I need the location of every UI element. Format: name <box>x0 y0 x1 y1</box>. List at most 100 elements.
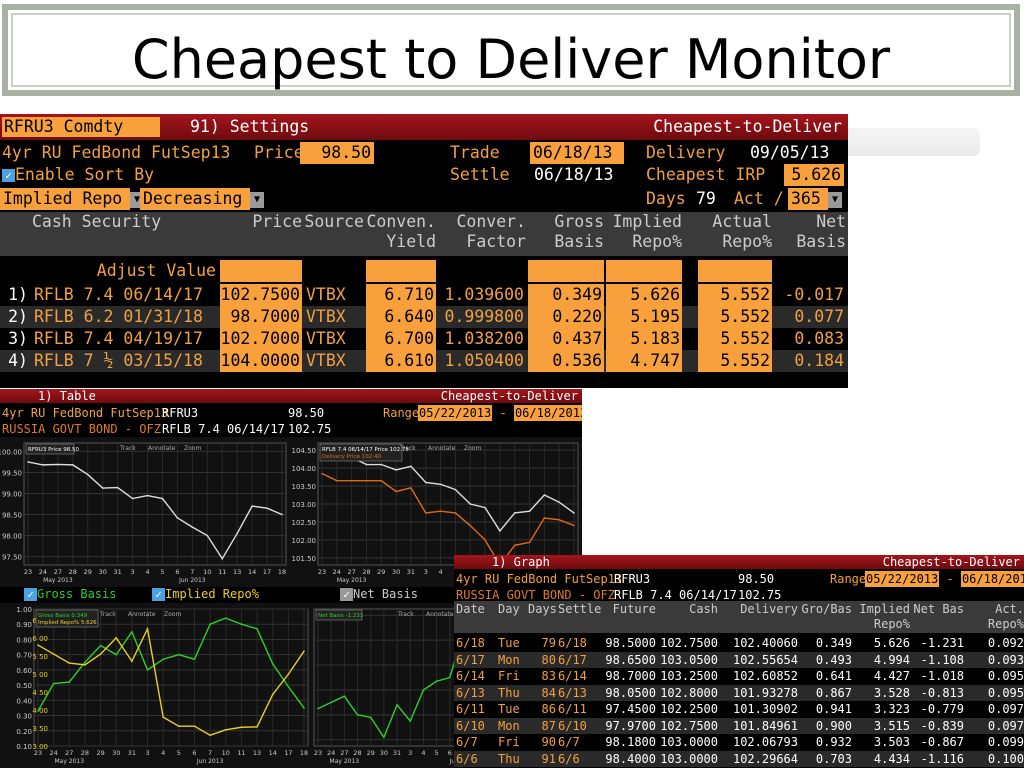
header-actual-repo-1[interactable]: Actual <box>712 212 772 231</box>
table-row[interactable] <box>454 750 1024 767</box>
row-actual[interactable]: 5.552 <box>698 284 772 306</box>
row-yield[interactable]: 6.610 <box>366 350 436 372</box>
series-line-1 <box>37 626 305 736</box>
row-irp[interactable]: 4.747 <box>606 350 682 372</box>
history-header-cell[interactable]: Future <box>612 602 656 616</box>
row-actual[interactable]: 5.552 <box>698 306 772 328</box>
row-gross[interactable]: 0.437 <box>528 328 604 350</box>
act-dropdown[interactable]: 365 ▼ <box>788 188 842 210</box>
row-price[interactable]: 104.0000 <box>220 350 302 372</box>
header-cash-security[interactable]: Cash Security <box>32 212 162 231</box>
adjust-irp-input[interactable] <box>606 260 682 282</box>
row-price[interactable]: 98.7000 <box>220 306 302 328</box>
gp-range-label: Range <box>383 406 420 420</box>
data-point <box>499 530 501 532</box>
graph-tab[interactable]: 1) Graph <box>492 555 550 569</box>
history-header-cell[interactable]: Repo% <box>873 617 910 631</box>
table-tab[interactable]: 1) Table <box>38 389 96 403</box>
trade-date-field[interactable]: 06/18/13 <box>530 142 624 164</box>
header-gross-basis-2[interactable]: Basis <box>554 232 604 251</box>
table-row[interactable] <box>454 684 1024 701</box>
row-actual[interactable]: 5.552 <box>698 350 772 372</box>
header-conv-factor-1[interactable]: Conver. <box>456 212 526 231</box>
header-source[interactable]: Source <box>304 212 364 231</box>
header-net-basis-2[interactable]: Basis <box>796 232 846 251</box>
history-header-cell[interactable]: Implied <box>859 602 910 616</box>
sort-order-dropdown[interactable]: Decreasing ▼ <box>140 188 264 210</box>
history-header-cell[interactable]: Cash <box>689 602 718 616</box>
row-irp[interactable]: 5.626 <box>606 284 682 306</box>
table-row[interactable] <box>454 651 1024 668</box>
row-yield[interactable]: 6.640 <box>366 306 436 328</box>
table-row[interactable] <box>454 701 1024 717</box>
history-header-cell[interactable]: Act. <box>995 602 1024 616</box>
checkbox-checked-icon[interactable]: ✓ <box>152 588 165 601</box>
header-implied-repo-2[interactable]: Repo% <box>632 232 682 251</box>
gp-range-from-value[interactable]: 05/22/2013 <box>418 405 493 421</box>
history-header-cell[interactable]: Settle <box>558 602 602 616</box>
header-gross-basis-1[interactable]: Gross <box>554 212 604 231</box>
row-yield[interactable]: 6.700 <box>366 328 436 350</box>
dropdown-arrow-icon[interactable]: ▼ <box>828 191 842 208</box>
implied-repo-legend[interactable]: ✓ Implied Repo% <box>152 586 259 602</box>
row-price[interactable]: 102.7000 <box>220 328 302 350</box>
sort-field-dropdown[interactable]: Implied Repo ▼ <box>0 188 144 210</box>
header-conv-factor-2[interactable]: Factor <box>466 232 526 251</box>
history-header-cell[interactable]: Gro/Bas <box>801 602 852 616</box>
row-gross[interactable]: 0.349 <box>528 284 604 306</box>
table-row[interactable] <box>454 668 1024 684</box>
header-net-basis-1[interactable]: Net <box>816 212 846 231</box>
row-gross[interactable]: 0.536 <box>528 350 604 372</box>
table-row[interactable] <box>454 717 1024 734</box>
row-price[interactable]: 102.7500 <box>220 284 302 306</box>
table-row[interactable] <box>454 635 1024 651</box>
table-row[interactable] <box>454 734 1024 750</box>
price-label-text: Price <box>254 143 304 162</box>
price-value[interactable]: 98.50 <box>300 142 374 164</box>
checkbox-checked-icon[interactable]: ✓ <box>2 169 15 182</box>
row-gross[interactable]: 0.220 <box>528 306 604 328</box>
history-header-cell[interactable]: Delivery <box>740 602 798 616</box>
gp-range-from[interactable]: 05/22/2013 - 06/18/2013 <box>418 405 582 421</box>
dropdown-arrow-icon[interactable]: ▼ <box>250 191 264 208</box>
gp-range-to-value[interactable]: 06/18/2013 <box>513 405 582 421</box>
adjust-yield-input[interactable] <box>366 260 436 282</box>
header-conv-yield-1[interactable]: Conven. <box>366 212 436 231</box>
history-header-cell[interactable]: Days <box>528 602 557 616</box>
act-value[interactable]: 365 <box>788 188 828 210</box>
history-header-cell[interactable]: Date <box>456 602 485 616</box>
enable-sort-toggle[interactable]: ✓ Enable Sort By <box>2 164 154 186</box>
row-irp[interactable]: 5.195 <box>606 306 682 328</box>
header-implied-repo-1[interactable]: Implied <box>612 212 682 231</box>
header-price[interactable]: Price <box>252 212 302 231</box>
trade-date-value[interactable]: 06/18/13 <box>530 142 624 164</box>
history-header-cell[interactable]: Repo% <box>987 617 1024 631</box>
net-basis-legend[interactable]: ✓ Net Basis <box>340 586 418 602</box>
header-conv-yield-2[interactable]: Yield <box>386 232 436 251</box>
sort-field-value[interactable]: Implied Repo <box>0 188 130 210</box>
history-header-cell[interactable]: Net Bas <box>913 602 964 616</box>
ticker-field[interactable]: RFRU3 Comdty <box>2 117 160 137</box>
adjust-actual-input[interactable] <box>698 260 772 282</box>
adjust-price-input[interactable] <box>220 260 302 282</box>
row-yield[interactable]: 6.710 <box>366 284 436 306</box>
gross-basis-legend[interactable]: ✓ Gross Basis <box>24 586 116 602</box>
checkbox-checked-icon[interactable]: ✓ <box>24 588 37 601</box>
tp-range-to-value[interactable]: 06/18/2013 <box>960 571 1024 587</box>
x-tick-label: 31 <box>114 568 122 576</box>
sort-order-value[interactable]: Decreasing <box>140 188 250 210</box>
price-field[interactable]: 98.50 <box>300 142 374 164</box>
settings-button[interactable]: 91) Settings <box>190 117 310 136</box>
chart-gross-basis-implied-repo[interactable]: 1.00 0.90 0.80 0.70 0.60 0.50 0.40 0.30 0.20 0.10… <box>0 603 312 768</box>
tp-range[interactable]: 05/22/2013 - 06/18/2013 <box>865 571 1024 587</box>
header-actual-repo-2[interactable]: Repo% <box>722 232 772 251</box>
history-header-cell[interactable]: Day <box>498 602 520 616</box>
tp-range-from-value[interactable]: 05/22/2013 <box>865 571 940 587</box>
chart-legend-text: Delivery Price 102.40 <box>322 454 381 460</box>
data-point <box>448 676 451 679</box>
row-actual[interactable]: 5.552 <box>698 328 772 350</box>
checkbox-checked-icon[interactable]: ✓ <box>340 588 353 601</box>
adjust-gross-input[interactable] <box>528 260 604 282</box>
row-irp[interactable]: 5.183 <box>606 328 682 350</box>
